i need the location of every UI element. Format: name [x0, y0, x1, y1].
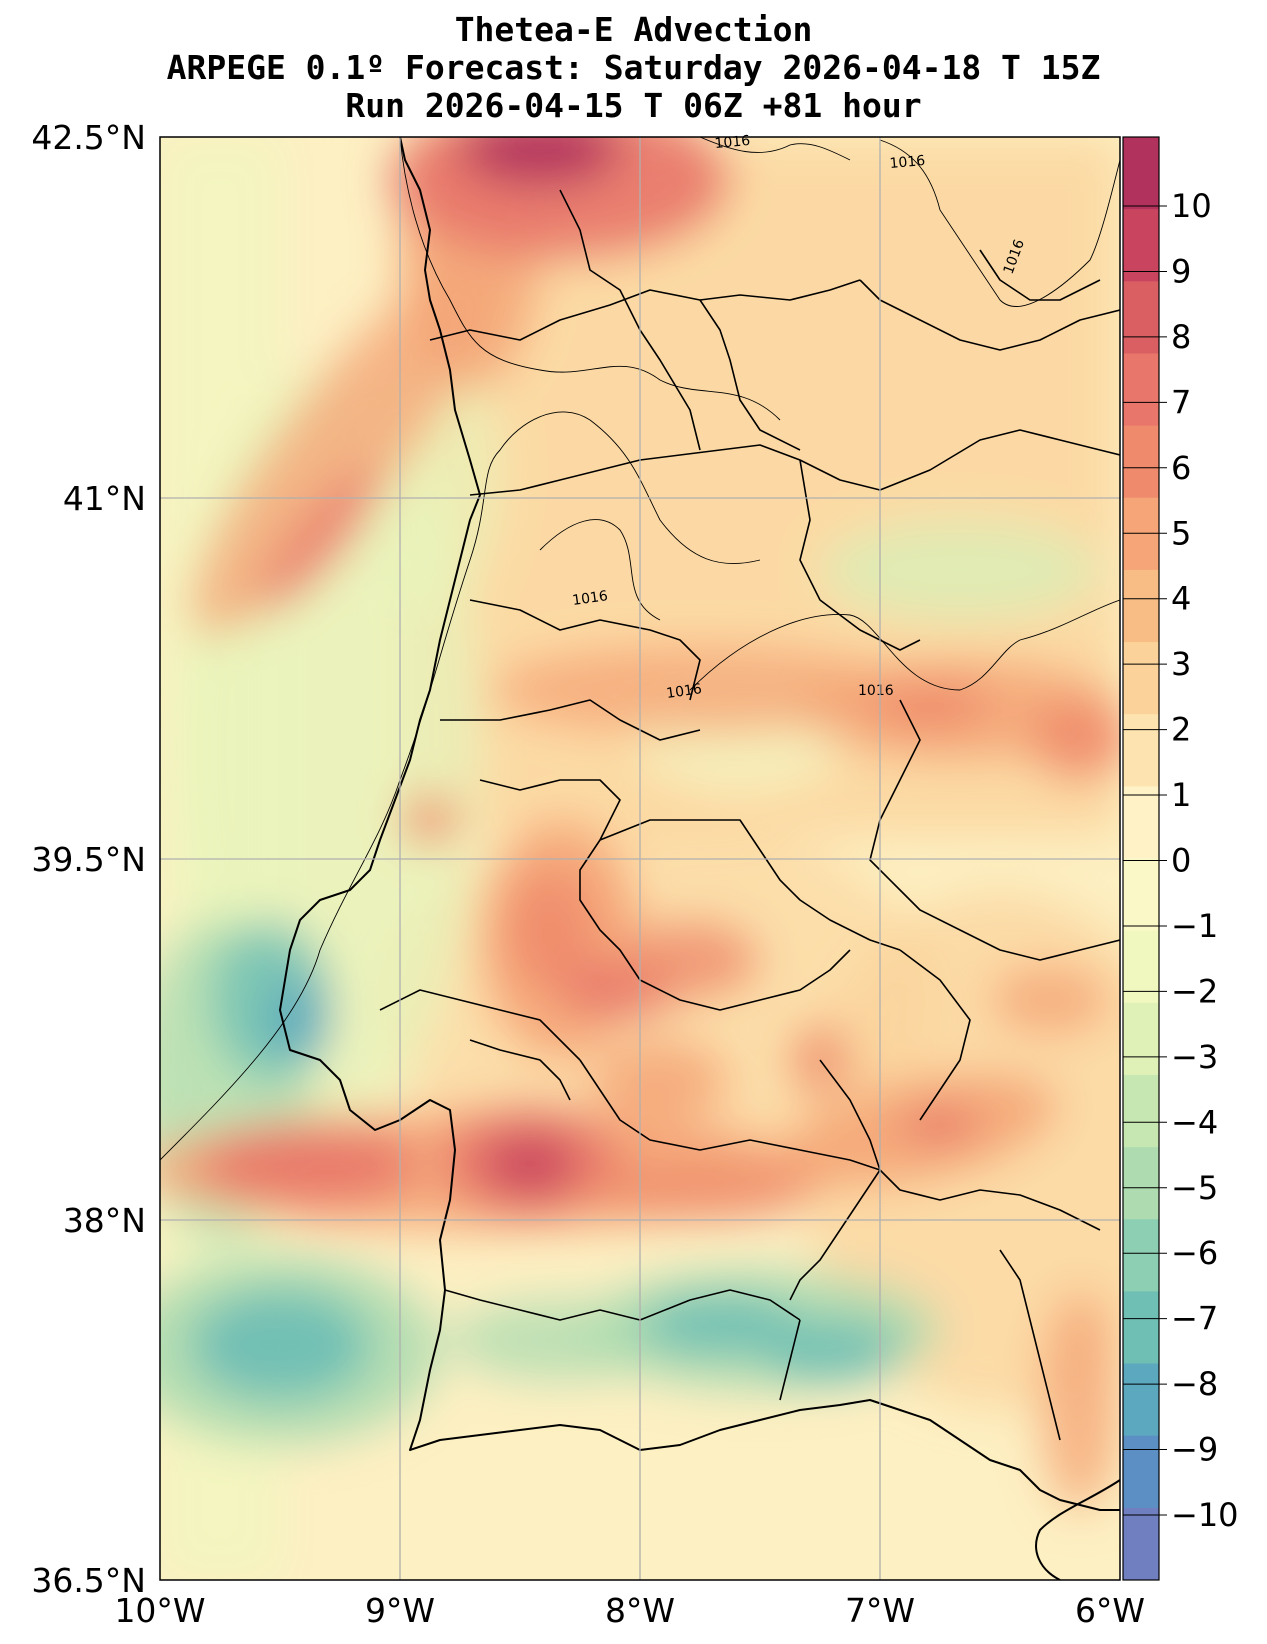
region-borders [379, 189, 1120, 1441]
colorbar-tick-label: 9 [1171, 252, 1191, 290]
colorbar-tick-label: −5 [1171, 1169, 1218, 1207]
colorbar-tick-label: −4 [1171, 1103, 1218, 1141]
colorbar-band [1123, 1507, 1159, 1581]
colorbar-band [1123, 281, 1159, 354]
forecast-subtitle: ARPEGE 0.1º Forecast: Saturday 2026-04-1… [166, 48, 1101, 87]
advection-field [160, 137, 1120, 1580]
colorbar-tick-label: −3 [1171, 1038, 1218, 1076]
lat-label: 42.5°N [31, 118, 146, 157]
lon-label: 6°W [1075, 1591, 1145, 1630]
colorbar-tick-label: 3 [1171, 645, 1191, 683]
colorbar-band [1123, 425, 1159, 499]
colorbar-tick-label: 2 [1171, 711, 1191, 749]
isobar-lines [160, 137, 1120, 1161]
colorbar-tick-label: 5 [1171, 514, 1191, 552]
colorbar-tick-label: −6 [1171, 1234, 1218, 1272]
colorbar-tick-label: −1 [1171, 907, 1218, 945]
lat-label: 38°N [63, 1201, 146, 1240]
isobar-label: 1016 [858, 683, 894, 699]
isobar-label: 1016 [571, 588, 609, 609]
colorbar-band [1123, 642, 1159, 715]
colorbar-tick-label: −2 [1171, 972, 1218, 1010]
colorbar-tick-label: 6 [1171, 449, 1191, 487]
colorbar-band [1123, 1291, 1159, 1365]
colorbar-tick-label: −8 [1171, 1365, 1218, 1403]
colorbar-band [1123, 714, 1159, 787]
isobar-label: 1016 [714, 133, 751, 152]
colorbar-band [1123, 137, 1159, 210]
colorbar-band [1123, 209, 1159, 282]
chart-title: Thetea-E Advection [454, 10, 813, 49]
colorbar-tick-label: 1 [1171, 776, 1191, 814]
colorbar-band [1123, 858, 1159, 932]
colorbar-band [1123, 497, 1159, 571]
run-subtitle: Run 2026-04-15 T 06Z +81 hour [345, 86, 922, 125]
colorbar-tick-label: −7 [1171, 1300, 1218, 1338]
colorbar-tick-label: −9 [1171, 1431, 1218, 1469]
plot-frame [159, 136, 1121, 1581]
colorbar-band [1123, 1002, 1159, 1076]
colorbar-band [1123, 930, 1159, 1004]
lat-axis: 42.5°N 41°N 39.5°N 38°N 36.5°N [31, 118, 146, 1600]
lat-label: 39.5°N [31, 840, 146, 879]
lon-label: 9°W [365, 1591, 435, 1630]
colorbar-tick-label: 10 [1171, 187, 1212, 225]
colorbar-frame [1122, 136, 1160, 1581]
colorbar-band [1123, 1435, 1159, 1509]
lon-label: 7°W [845, 1591, 915, 1630]
lat-label: 36.5°N [31, 1561, 146, 1600]
colorbar-band [1123, 353, 1159, 427]
colorbar-band [1123, 569, 1159, 643]
lon-label: 10°W [114, 1591, 205, 1630]
isobar-label: 1016 [889, 153, 926, 172]
lon-label: 8°W [605, 1591, 675, 1630]
colorbar-band [1123, 1363, 1159, 1437]
gridlines [160, 137, 1120, 1580]
lat-label: 41°N [63, 479, 146, 518]
lon-axis: 10°W 9°W 8°W 7°W 6°W [114, 1591, 1145, 1630]
colorbar-band [1123, 1074, 1159, 1148]
colorbar-band [1123, 1219, 1159, 1292]
colorbar-tick-label: 0 [1171, 842, 1191, 880]
colorbar-tick-label: −10 [1171, 1496, 1239, 1534]
colorbar-band [1123, 1147, 1159, 1220]
colorbar-tick-label: 4 [1171, 580, 1191, 618]
colorbar-tick-label: 7 [1171, 383, 1191, 421]
colorbar-band [1123, 786, 1159, 859]
colorbar [1122, 136, 1160, 1581]
colorbar-tick-label: 8 [1171, 318, 1191, 356]
